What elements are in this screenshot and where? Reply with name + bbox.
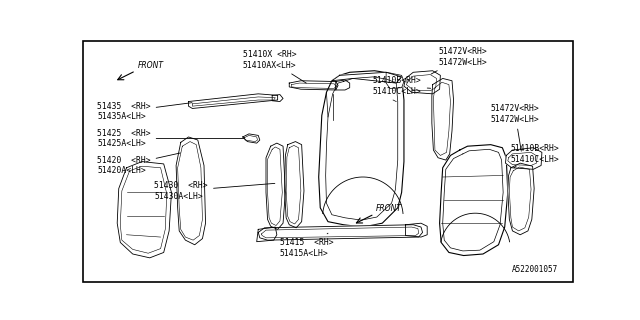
Text: 51472V<RH>
51472W<LH>: 51472V<RH> 51472W<LH> (491, 104, 540, 151)
Polygon shape (386, 72, 404, 88)
Text: FRONT: FRONT (376, 204, 402, 213)
Polygon shape (272, 95, 283, 101)
Text: 51420  <RH>
51420A<LH>: 51420 <RH> 51420A<LH> (97, 153, 180, 175)
Text: 51410X <RH>
51410AX<LH>: 51410X <RH> 51410AX<LH> (243, 50, 307, 83)
Text: 51415  <RH>
51415A<LH>: 51415 <RH> 51415A<LH> (280, 233, 333, 258)
Text: A522001057: A522001057 (511, 265, 558, 274)
Polygon shape (189, 94, 278, 108)
Polygon shape (176, 137, 205, 245)
Text: 51410B<RH>
51410C<LH>: 51410B<RH> 51410C<LH> (511, 144, 559, 168)
Text: 51435  <RH>
51435A<LH>: 51435 <RH> 51435A<LH> (97, 102, 192, 121)
Polygon shape (289, 81, 338, 90)
Polygon shape (406, 223, 428, 237)
Text: 51425  <RH>
51425A<LH>: 51425 <RH> 51425A<LH> (97, 129, 244, 148)
Polygon shape (259, 225, 422, 240)
Polygon shape (266, 143, 285, 229)
Polygon shape (336, 80, 349, 90)
Text: FRONT: FRONT (138, 61, 163, 70)
Polygon shape (243, 134, 260, 143)
Polygon shape (257, 227, 277, 242)
Polygon shape (432, 78, 454, 160)
Text: 51410B<RH>
51410C<LH>: 51410B<RH> 51410C<LH> (373, 76, 431, 96)
Polygon shape (440, 145, 508, 256)
Polygon shape (332, 72, 402, 83)
Polygon shape (285, 141, 304, 228)
Polygon shape (508, 163, 534, 235)
Text: 51472V<RH>
51472W<LH>: 51472V<RH> 51472W<LH> (431, 47, 487, 74)
Text: 51430  <RH>
51430A<LH>: 51430 <RH> 51430A<LH> (154, 181, 275, 201)
Polygon shape (506, 148, 542, 169)
Polygon shape (404, 71, 440, 94)
Polygon shape (117, 162, 172, 258)
Polygon shape (319, 71, 404, 227)
